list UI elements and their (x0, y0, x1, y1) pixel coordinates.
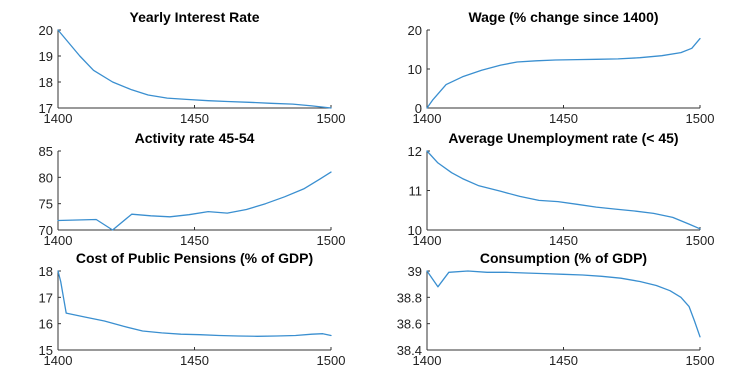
y-tick-label: 39 (408, 264, 422, 279)
x-tick-label: 1400 (44, 233, 73, 248)
y-tick-label: 18 (39, 264, 53, 279)
chart-title: Cost of Public Pensions (% of GDP) (76, 250, 313, 266)
series-line (426, 270, 701, 338)
x-tick-label: 1400 (44, 111, 73, 126)
y-tick-label: 17 (39, 101, 53, 116)
x-tick-label: 1450 (549, 233, 578, 248)
chart-panel-4: Average Unemployment rate (< 45) 1400 1450… (408, 130, 715, 248)
chart-panel-6: Consumption (% of GDP) 1400 1450 1500 38.4 38… (397, 250, 715, 368)
x-tick-label: 1400 (413, 233, 442, 248)
y-tick-label: 38.8 (397, 290, 422, 305)
x-tick-label: 1400 (413, 111, 442, 126)
x-tick-label: 1450 (180, 233, 209, 248)
x-tick-label: 1500 (317, 233, 346, 248)
chart-title: Consumption (% of GDP) (480, 250, 647, 266)
y-tick-label: 15 (39, 343, 53, 358)
chart-panel-2: Wage (% change since 1400) 1400 1450 1500 0 1… (408, 9, 715, 126)
series-line (57, 171, 332, 231)
x-tick-label: 1450 (549, 353, 578, 368)
y-tick-label: 20 (408, 23, 422, 38)
y-tick-label: 17 (39, 290, 53, 305)
x-tick-label: 1500 (317, 353, 346, 368)
x-tick-label: 1450 (180, 353, 209, 368)
y-tick-label: 75 (39, 197, 53, 212)
chart-title: Yearly Interest Rate (130, 9, 260, 25)
y-tick-label: 80 (39, 170, 53, 185)
y-tick-label: 38.4 (397, 343, 422, 358)
y-tick-label: 16 (39, 317, 53, 332)
series-line (57, 270, 332, 337)
y-tick-label: 0 (415, 101, 422, 116)
y-tick-label: 12 (408, 144, 422, 159)
y-tick-label: 10 (408, 223, 422, 238)
x-tick-label: 1500 (686, 353, 715, 368)
series-line (426, 37, 701, 109)
chart-title: Average Unemployment rate (< 45) (448, 130, 678, 146)
x-tick-label: 1450 (180, 111, 209, 126)
y-tick-label: 11 (409, 184, 423, 199)
y-tick-label: 85 (39, 144, 53, 159)
x-tick-label: 1500 (317, 111, 346, 126)
y-tick-label: 38.6 (397, 317, 422, 332)
chart-panel-3: Activity rate 45-54 1400 1450 1500 70 75 80 85 (39, 130, 346, 248)
chart-panel-1: Yearly Interest Rate 1400 1450 1500 17 18 19 20 (39, 9, 346, 126)
chart-title: Activity rate 45-54 (135, 130, 255, 146)
series-line (57, 29, 332, 109)
x-tick-label: 1500 (686, 111, 715, 126)
y-tick-label: 18 (39, 75, 53, 90)
series-line (426, 150, 701, 230)
y-tick-label: 10 (408, 62, 422, 77)
x-tick-label: 1400 (413, 353, 442, 368)
x-tick-label: 1500 (686, 233, 715, 248)
chart-panel-5: Cost of Public Pensions (% of GDP) 1400 14… (39, 250, 346, 368)
chart-title: Wage (% change since 1400) (468, 9, 658, 25)
y-tick-label: 20 (39, 23, 53, 38)
y-tick-label: 19 (39, 49, 53, 64)
x-tick-label: 1400 (44, 353, 73, 368)
x-tick-label: 1450 (549, 111, 578, 126)
y-tick-label: 70 (39, 223, 53, 238)
